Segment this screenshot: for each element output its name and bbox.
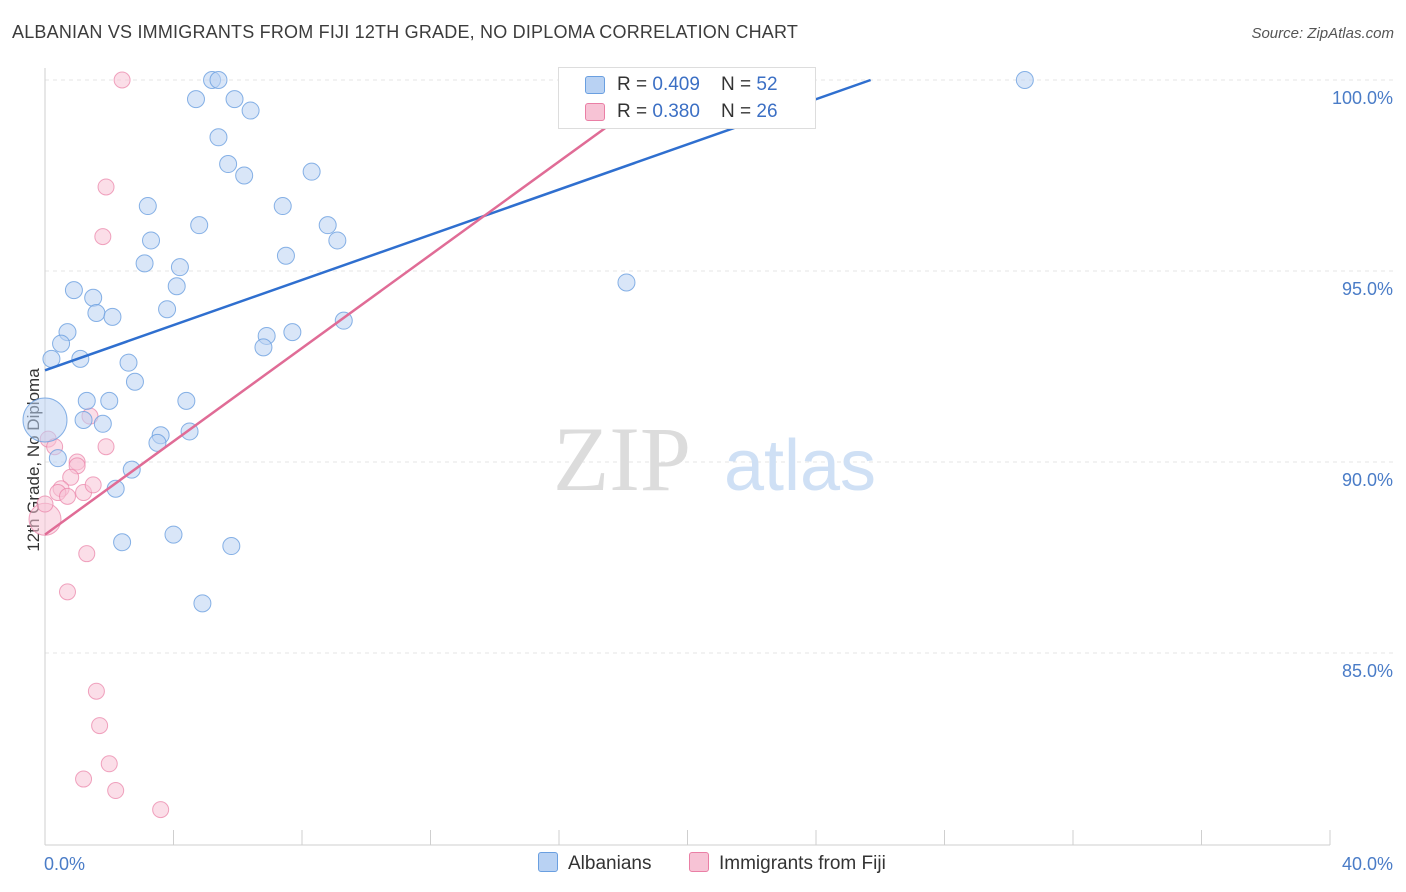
fiji-point: [152, 801, 170, 819]
axes: [44, 68, 1331, 846]
albanian-point: [148, 433, 167, 452]
fiji-point: [97, 178, 115, 196]
albanian-point: [241, 101, 260, 120]
bottom-legend-label: Albanians: [568, 853, 652, 874]
bottom-legend-label: Immigrants from Fiji: [719, 853, 886, 874]
albanian-point: [193, 594, 212, 613]
albanian-point: [158, 300, 177, 319]
legend-n-value: 26: [756, 101, 778, 122]
albanian-point: [225, 90, 244, 109]
albanian-point: [93, 414, 112, 433]
albanian-point: [135, 254, 154, 273]
fiji-trend-line: [44, 78, 673, 536]
albanian-point: [142, 231, 161, 250]
albanian-point: [52, 334, 71, 353]
albanian-point: [219, 155, 238, 174]
albanian-point: [186, 90, 205, 109]
albanian-point: [125, 372, 144, 391]
albanian-point: [74, 410, 93, 429]
albanian-point: [77, 391, 96, 410]
albanian-point: [254, 338, 273, 357]
albanian-point: [209, 71, 228, 89]
watermark-zip: ZIP: [553, 408, 691, 510]
bottom-legend-albanians: Albanians: [538, 852, 651, 875]
albanian-point: [64, 281, 83, 300]
fiji-point: [107, 782, 125, 800]
fiji-point: [91, 717, 109, 735]
legend-r-value: 0.380: [652, 101, 700, 122]
fiji-point: [58, 583, 76, 601]
x-tick-label: 0.0%: [44, 854, 85, 874]
chart-title: ALBANIAN VS IMMIGRANTS FROM FIJI 12TH GR…: [12, 22, 799, 42]
albanian-point: [334, 311, 353, 330]
albanian-point: [190, 216, 209, 235]
albanian-point: [318, 216, 337, 235]
albanian-point: [113, 533, 132, 552]
fiji-point: [36, 495, 54, 513]
albanian-point: [167, 277, 186, 296]
y-tick-label: 95.0%: [1342, 279, 1393, 299]
albanian-point: [138, 197, 157, 216]
fiji-point: [113, 71, 131, 89]
albanian-point: [209, 128, 228, 147]
y-tick-label: 90.0%: [1342, 470, 1393, 490]
legend-n-label: N =: [721, 74, 757, 95]
albanian-point: [283, 323, 302, 342]
legend-swatch-blue: [585, 76, 605, 94]
albanian-point: [84, 288, 103, 307]
watermark-atlas: atlas: [724, 426, 876, 506]
albanian-point: [1015, 71, 1034, 89]
watermark: ZIP atlas: [553, 408, 876, 510]
fiji-point: [94, 228, 112, 246]
albanian-point: [302, 162, 321, 181]
albanian-point: [48, 449, 67, 468]
legend-r-label: R =: [617, 101, 653, 122]
albanian-point: [170, 258, 189, 277]
fiji-point: [87, 682, 105, 700]
albanian-point: [119, 353, 138, 372]
fiji-point: [62, 468, 80, 486]
x-tick-label: 40.0%: [1342, 854, 1393, 874]
albanian-point: [328, 231, 347, 250]
albanian-point: [177, 391, 196, 410]
legend-swatch-pink: [585, 103, 605, 121]
series-fiji-points: [28, 71, 632, 819]
stats-legend: R = 0.409 N = 52 R = 0.380 N = 26: [558, 67, 816, 129]
fiji-point: [58, 487, 76, 505]
legend-r-label: R =: [617, 74, 653, 95]
gridlines: [45, 79, 1395, 654]
albanian-point: [164, 525, 183, 544]
source-credit: Source: ZipAtlas.com: [1251, 25, 1394, 42]
albanian-point: [235, 166, 254, 185]
series-albanians-points: [22, 71, 1034, 613]
legend-n-label: N =: [721, 101, 757, 122]
albanian-point: [276, 246, 295, 265]
tick-labels: 85.0% 90.0% 95.0% 100.0% 0.0% 40.0%: [44, 88, 1393, 874]
fiji-point: [78, 545, 96, 563]
albanian-point: [87, 304, 106, 323]
albanian-point: [22, 397, 68, 443]
legend-n-value: 52: [756, 74, 778, 95]
fiji-point: [84, 476, 102, 494]
y-tick-label: 85.0%: [1342, 661, 1393, 681]
albanian-point: [103, 307, 122, 326]
albanian-point: [617, 273, 636, 292]
fiji-point: [75, 770, 93, 788]
albanian-point: [222, 537, 241, 556]
bottom-legend-fiji: Immigrants from Fiji: [689, 852, 886, 875]
legend-r-value: 0.409: [652, 74, 700, 95]
albanian-point: [100, 391, 119, 410]
bottom-legend-swatch-pink: [689, 852, 709, 872]
bottom-legend-swatch-blue: [538, 852, 558, 872]
y-tick-label: 100.0%: [1332, 88, 1393, 108]
fiji-point: [100, 755, 118, 773]
albanian-point: [273, 197, 292, 216]
fiji-point: [97, 438, 115, 456]
